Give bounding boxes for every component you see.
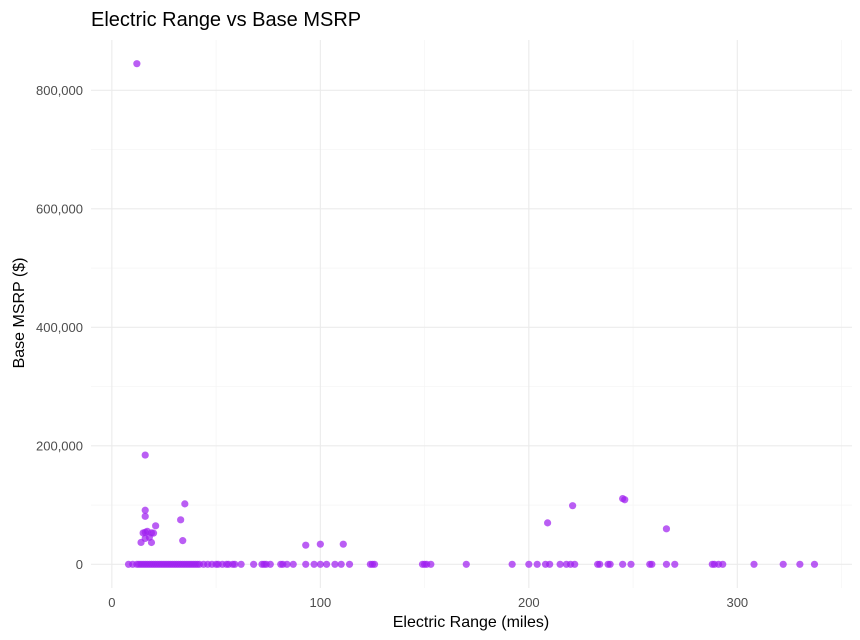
data-point [237,560,245,568]
data-point [671,560,679,568]
data-point [133,60,141,68]
y-tick-label: 800,000 [36,83,83,98]
y-tick-label: 200,000 [36,438,83,453]
data-point [719,560,727,568]
data-point [283,560,291,568]
data-point [810,560,819,568]
data-point [370,560,379,568]
data-point [339,540,347,548]
y-axis-title: Base MSRP ($) [11,258,28,369]
data-point [662,560,671,568]
data-point [796,560,804,568]
data-point [571,560,579,568]
data-point [569,502,577,510]
data-point [606,560,614,568]
data-point [181,500,189,508]
data-point [462,560,470,568]
data-point [141,506,149,514]
data-point [546,560,554,568]
data-point [177,516,185,524]
data-points [124,60,819,568]
data-point [152,522,160,530]
x-tick-label: 0 [108,595,115,610]
data-point [596,560,604,568]
grid [91,40,852,588]
x-tick-label: 300 [726,595,748,610]
data-point [322,560,331,568]
data-point [508,560,516,568]
data-point [141,451,149,459]
x-axis-tick-labels: 0 100 200 300 [108,595,748,610]
data-point [345,560,354,568]
data-point [750,560,758,568]
y-tick-label: 400,000 [36,320,83,335]
y-axis-tick-labels: 0 200,000 400,000 600,000 800,000 [36,83,83,572]
x-tick-label: 100 [309,595,331,610]
data-point [266,560,274,568]
data-point [316,540,324,548]
x-axis-title: Electric Range (miles) [393,614,549,631]
data-point [302,541,310,549]
data-point [621,496,629,504]
data-point [662,525,671,533]
data-point [147,538,156,547]
chart-title: Electric Range vs Base MSRP [91,9,361,31]
data-point [619,560,627,568]
data-point [331,560,339,568]
data-point [310,560,318,568]
data-point [627,560,635,568]
data-point [427,560,435,568]
data-point [533,560,541,568]
y-tick-label: 600,000 [36,201,83,216]
data-point [141,512,149,520]
x-tick-label: 200 [518,595,540,610]
data-point [250,560,258,568]
data-point [231,560,239,568]
data-point [316,560,324,568]
data-point [179,537,187,545]
data-point [137,538,145,547]
data-point [302,560,310,568]
data-point [139,529,147,537]
data-point [544,519,552,527]
data-point [779,560,787,568]
data-point [525,560,533,568]
data-point [337,560,345,568]
data-point [648,560,656,568]
y-tick-label: 0 [76,557,83,572]
data-point [556,560,564,568]
data-point [289,560,297,568]
